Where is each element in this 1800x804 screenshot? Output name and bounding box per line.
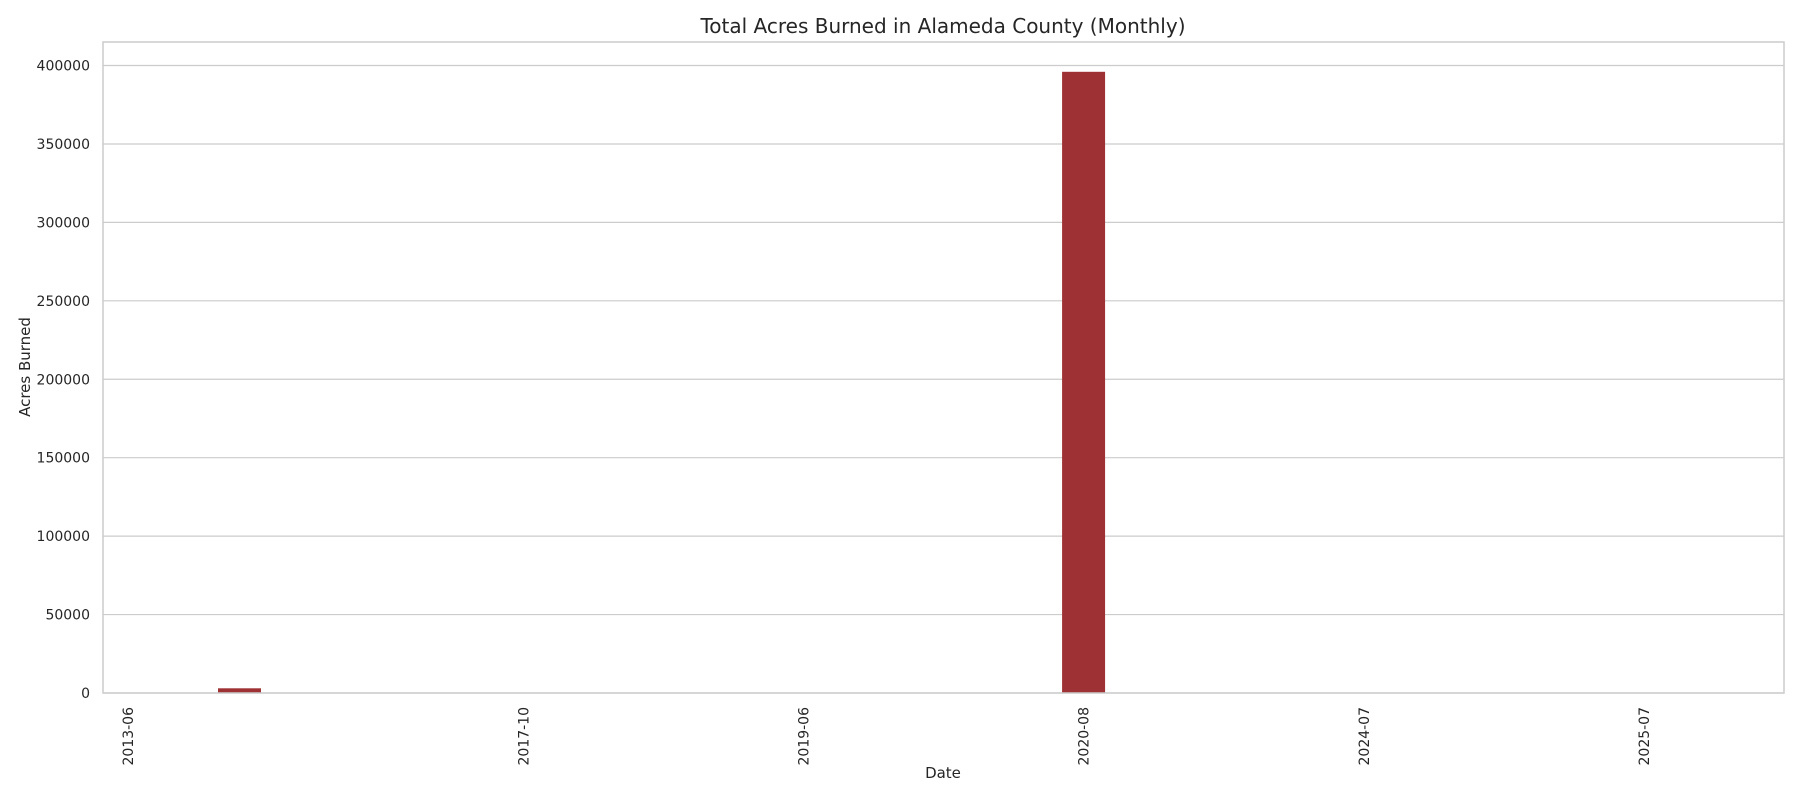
y-tick-label: 200000 (37, 372, 90, 388)
x-tick-label: 2024-07 (1357, 707, 1373, 766)
y-tick-label: 400000 (37, 59, 90, 75)
x-axis-label: Date (925, 764, 961, 782)
y-tick-label: 350000 (37, 137, 90, 153)
y-tick-label: 300000 (37, 215, 90, 231)
bar (1062, 72, 1105, 693)
x-tick-label: 2025-07 (1637, 707, 1653, 766)
bars (218, 72, 1105, 693)
y-tick-label: 100000 (37, 529, 90, 545)
chart-title: Total Acres Burned in Alameda County (Mo… (699, 14, 1185, 38)
x-tick-labels: 2013-06 2017-10 2019-06 2020-08 2024-07 2025-… (121, 707, 1653, 766)
y-axis-label: Acres Burned (16, 317, 34, 417)
x-tick-label: 2017-10 (516, 707, 532, 766)
x-tick-label: 2013-06 (121, 707, 137, 766)
x-tick-label: 2019-06 (796, 707, 812, 766)
y-tick-label: 0 (81, 686, 90, 702)
plot-frame (103, 42, 1784, 693)
grid-lines (103, 66, 1784, 693)
x-tick-label: 2020-08 (1077, 707, 1093, 766)
y-tick-label: 250000 (37, 294, 90, 310)
y-tick-label: 150000 (37, 451, 90, 467)
y-tick-label: 50000 (45, 608, 90, 624)
y-tick-labels: 0 50000 100000 150000 200000 250000 300000 3500… (37, 59, 90, 702)
